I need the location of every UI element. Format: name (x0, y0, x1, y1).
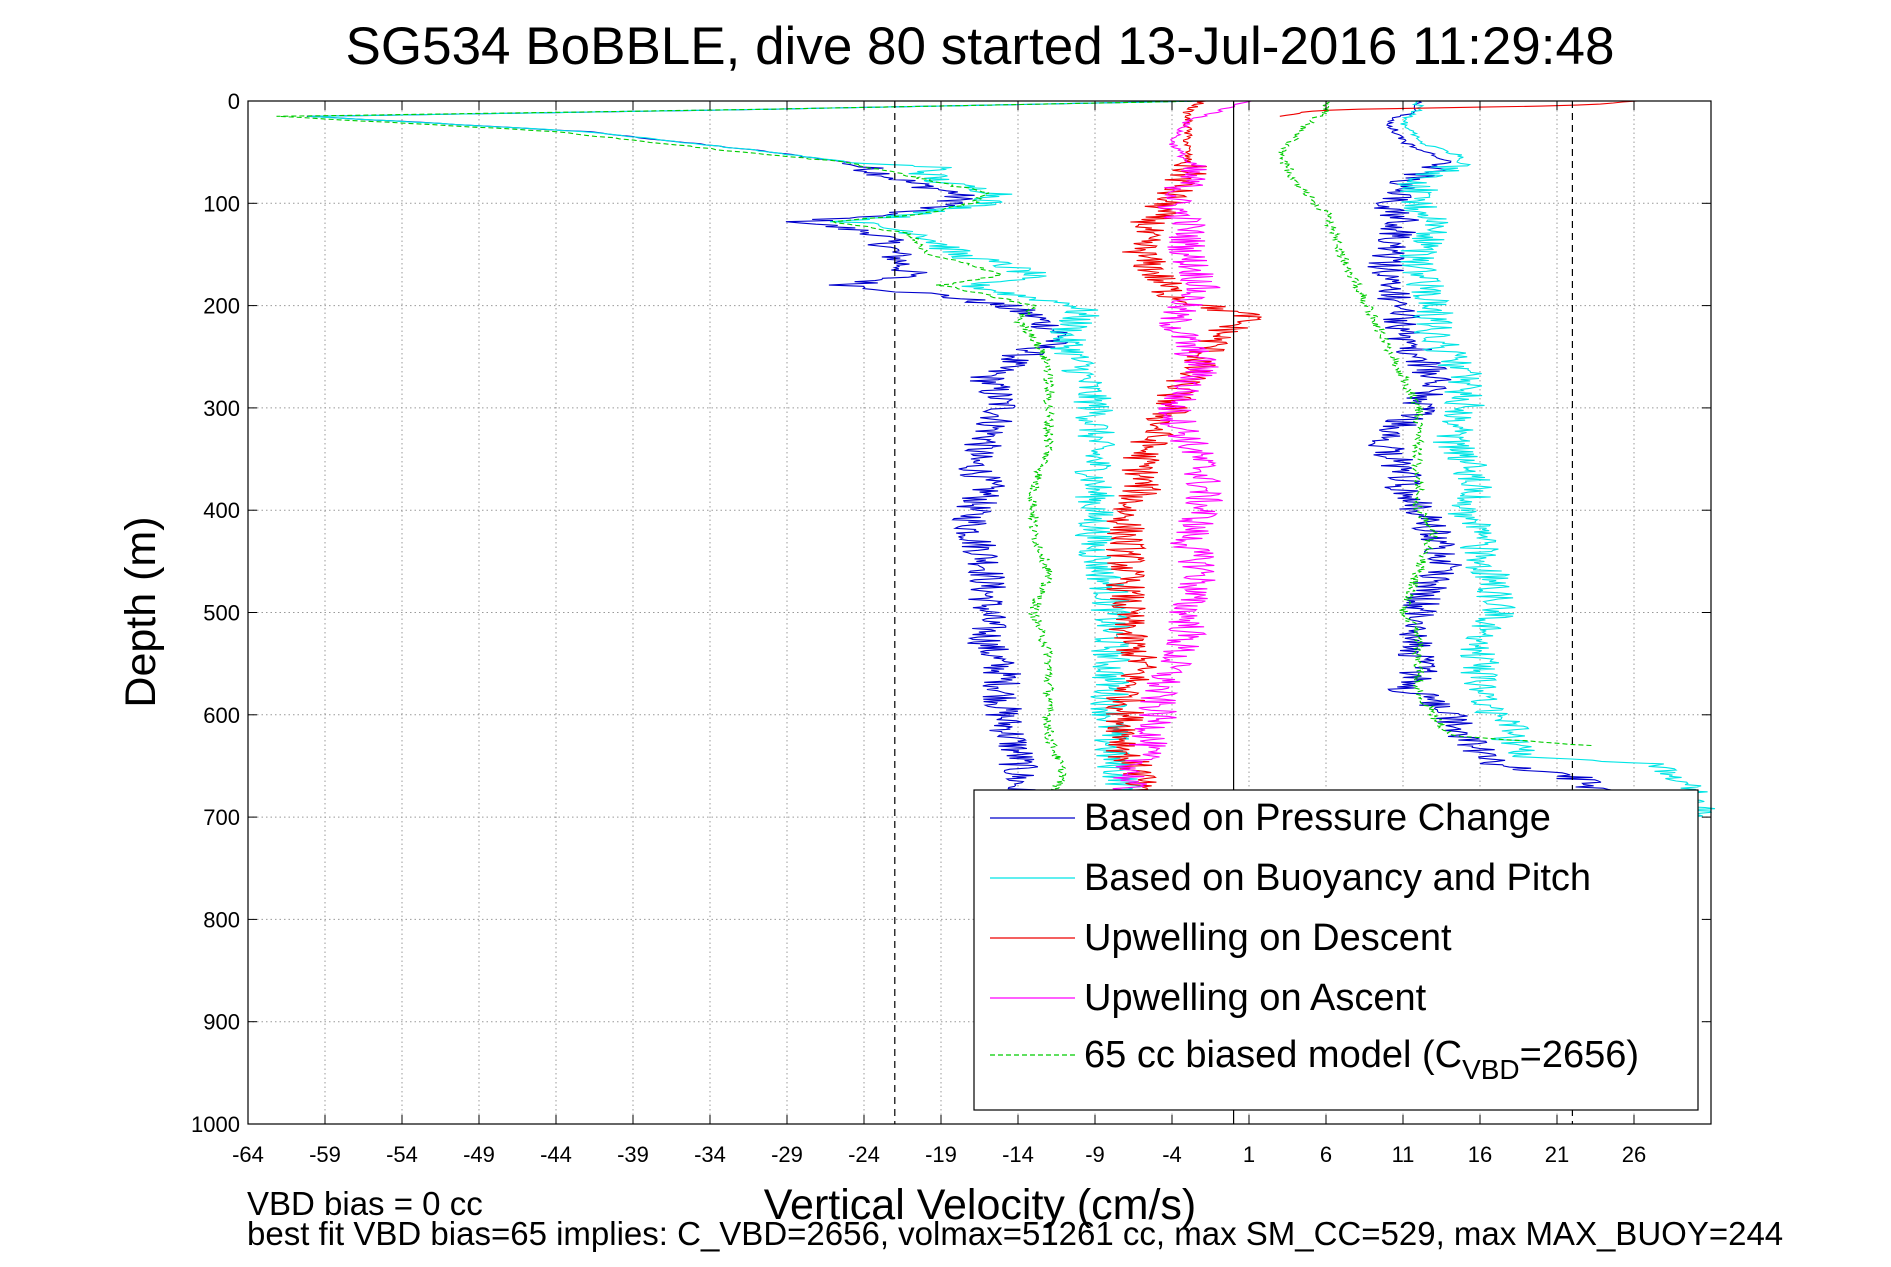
series-line (1107, 100, 1252, 798)
x-tick-labels: -64 -59 -54 -49 -44 -39 -34 -29 -24 -19 -14 -9 -4 1 6 1… (232, 1142, 1646, 1167)
y-tick-label: 900 (203, 1010, 240, 1035)
y-tick-label: 500 (203, 601, 240, 626)
legend-label-text: Based on Pressure Change (1084, 797, 1551, 839)
series-line (1104, 100, 1262, 798)
x-tick-label: -39 (617, 1142, 649, 1167)
x-tick-label: 1 (1243, 1142, 1255, 1167)
y-tick-label: 0 (228, 89, 240, 114)
footer-best-fit: best fit VBD bias=65 implies: C_VBD=2656… (247, 1215, 1783, 1252)
x-tick-label: -64 (232, 1142, 264, 1167)
y-tick-label: 800 (203, 907, 240, 932)
legend-label-subscript: VBD (1462, 1054, 1520, 1085)
x-tick-label: 26 (1622, 1142, 1646, 1167)
series-line (276, 100, 1201, 798)
x-tick-label: -24 (848, 1142, 880, 1167)
x-axis-label: Vertical Velocity (cm/s) (764, 1181, 1197, 1229)
legend-label: Based on Buoyancy and Pitch (1084, 857, 1591, 899)
legend-label-text: 65 cc biased model (C (1084, 1034, 1462, 1076)
x-tick-label: -14 (1002, 1142, 1034, 1167)
x-tick-label: 6 (1320, 1142, 1332, 1167)
x-tick-label: -29 (771, 1142, 803, 1167)
legend-label: Upwelling on Ascent (1084, 977, 1427, 1019)
x-tick-label: -54 (386, 1142, 418, 1167)
series-line (1396, 100, 1716, 818)
series-line (1278, 100, 1592, 747)
y-tick-label: 200 (203, 294, 240, 319)
series-line (1279, 100, 1638, 117)
y-tick-label: 1000 (191, 1112, 240, 1137)
x-tick-label: -9 (1085, 1142, 1105, 1167)
footer-vbd-bias: VBD bias = 0 cc (247, 1185, 483, 1222)
series-line (1367, 100, 1614, 798)
x-tick-label: -34 (694, 1142, 726, 1167)
x-tick-label: -4 (1162, 1142, 1182, 1167)
legend: Based on Pressure Change Based on Buoyanc… (973, 789, 1699, 1111)
y-tick-label: 300 (203, 396, 240, 421)
legend-label-suffix: =2656) (1520, 1034, 1639, 1076)
legend-label: Upwelling on Descent (1084, 917, 1452, 959)
x-tick-label: 11 (1392, 1142, 1415, 1167)
x-tick-label: -19 (925, 1142, 957, 1167)
x-tick-label: -44 (540, 1142, 572, 1167)
x-tick-label: -59 (309, 1142, 341, 1167)
y-axis-label: Depth (m) (117, 516, 165, 707)
legend-label-text: Based on Buoyancy and Pitch (1084, 857, 1591, 899)
legend-label-text: Upwelling on Ascent (1084, 977, 1427, 1019)
legend-label-text: Upwelling on Descent (1084, 917, 1452, 959)
chart-title: SG534 BoBBLE, dive 80 started 13-Jul-201… (346, 17, 1615, 76)
x-tick-label: 21 (1545, 1142, 1569, 1167)
y-tick-labels: 0 100 200 300 400 500 600 700 800 900 1000 (191, 89, 240, 1137)
legend-label: 65 cc biased model (CVBD=2656) (1084, 1034, 1639, 1085)
y-tick-label: 700 (203, 805, 240, 830)
tick-marks (247, 100, 1711, 1125)
x-tick-label: 16 (1468, 1142, 1492, 1167)
legend-label: Based on Pressure Change (1084, 797, 1551, 839)
legend-box (973, 789, 1699, 1111)
x-tick-label: -49 (463, 1142, 495, 1167)
series-layer (276, 100, 1716, 818)
y-tick-label: 600 (203, 703, 240, 728)
y-tick-label: 400 (203, 498, 240, 523)
y-tick-label: 100 (203, 191, 240, 216)
series-line (307, 100, 1200, 798)
